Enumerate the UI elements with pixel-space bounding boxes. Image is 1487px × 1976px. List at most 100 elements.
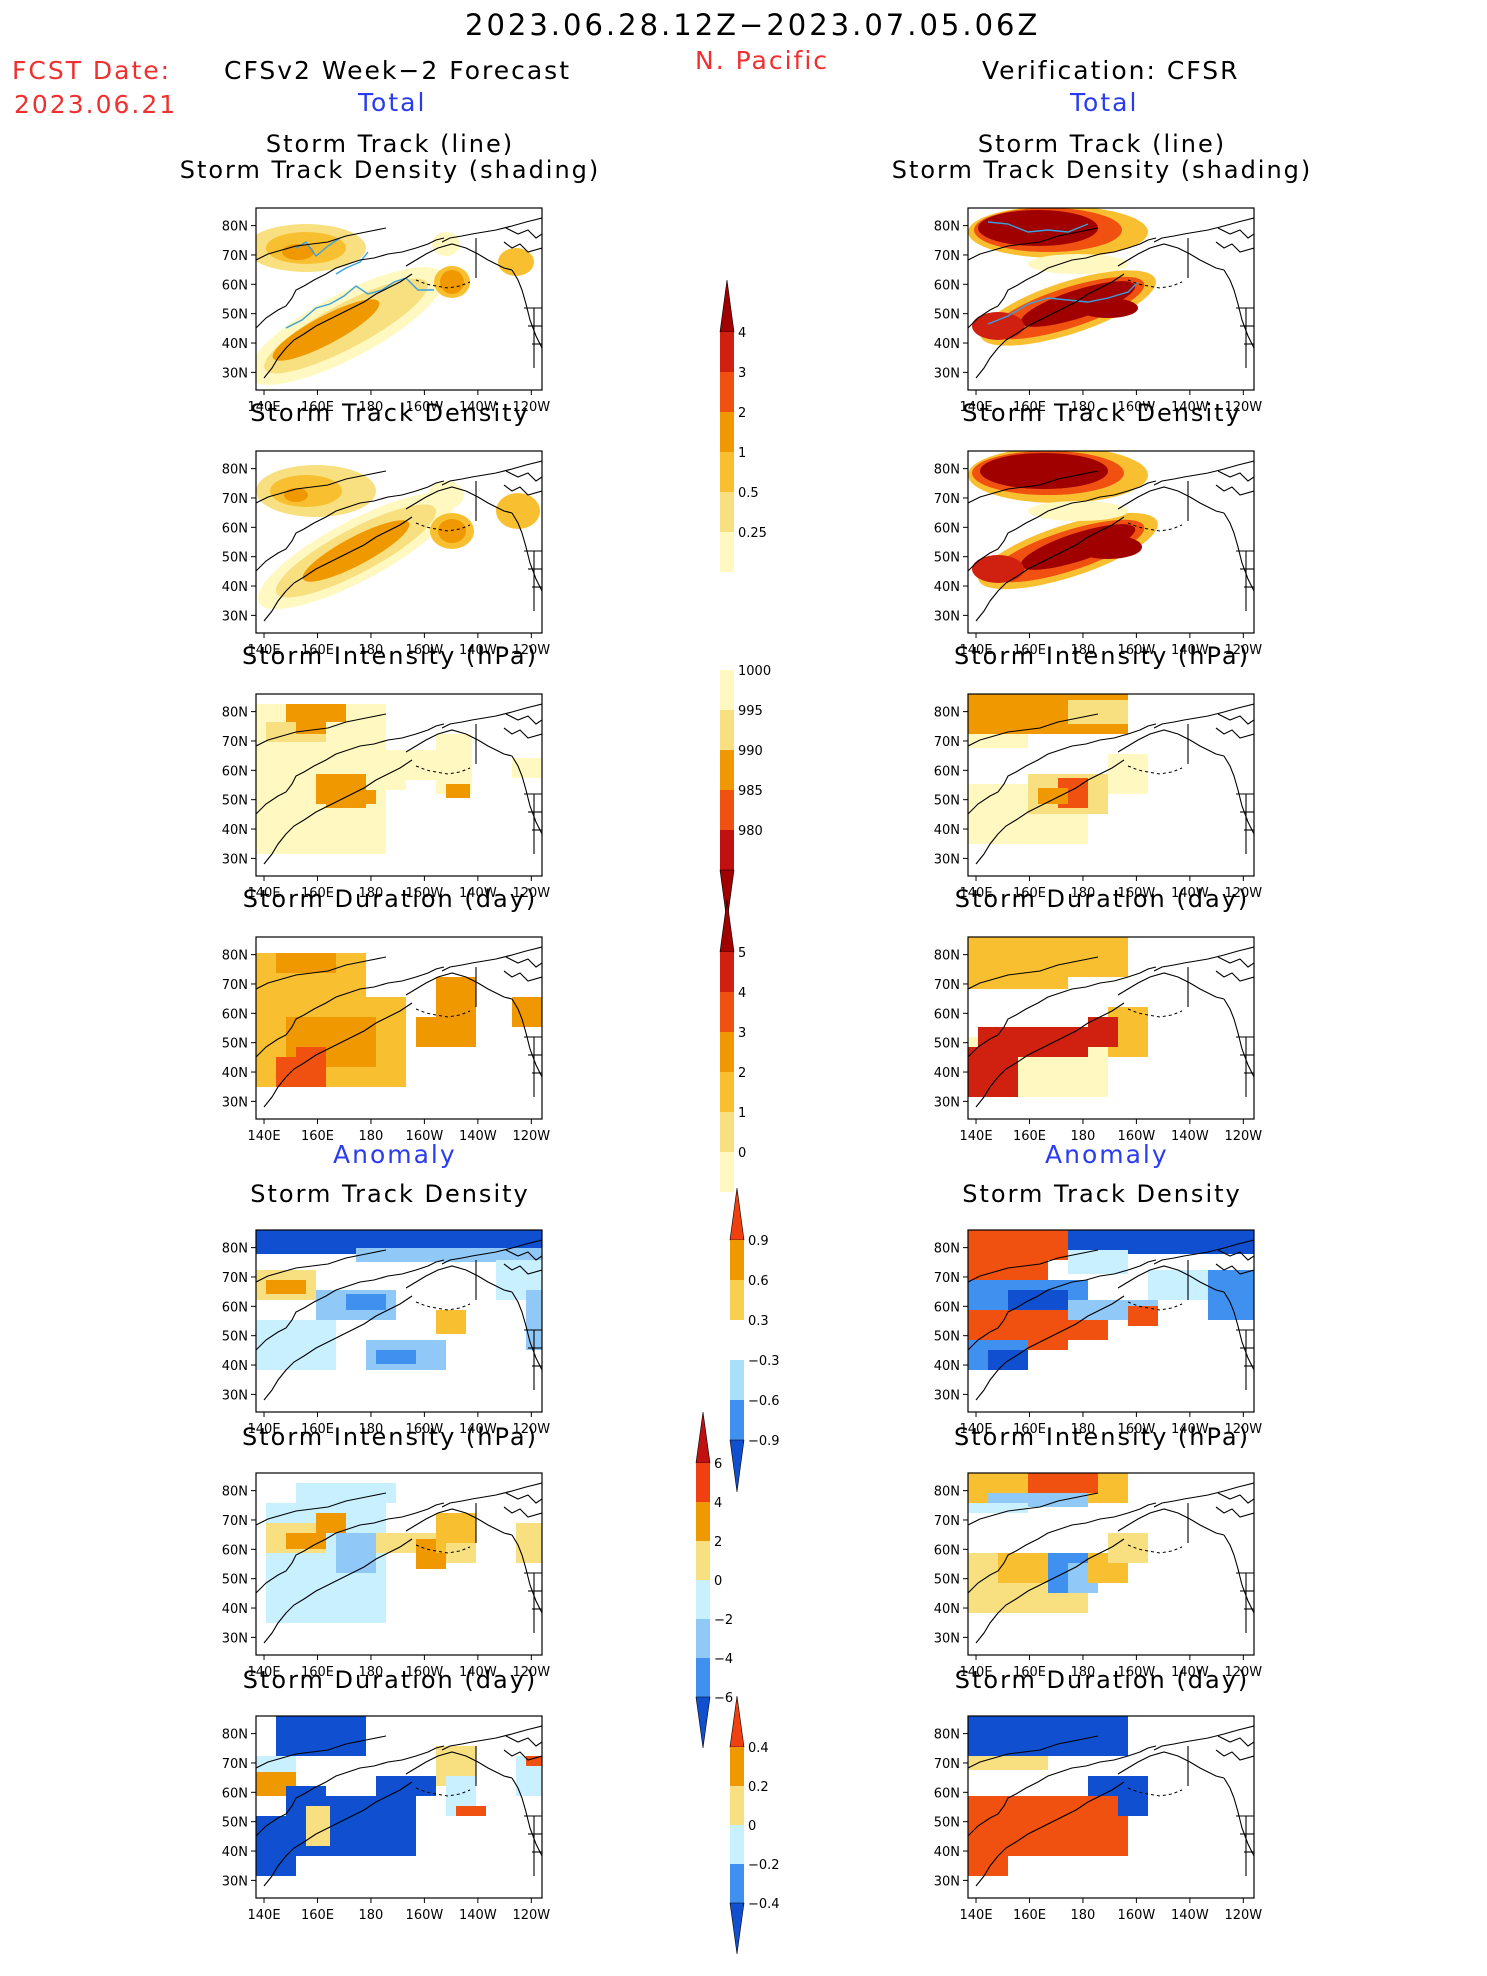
colorbar-swatch <box>730 1320 744 1360</box>
lat-tick-label: 70N <box>934 978 960 993</box>
lon-tick-label: 140E <box>960 1422 993 1437</box>
lon-tick-label: 160E <box>301 886 334 901</box>
lon-tick-label: 180 <box>1071 400 1096 415</box>
lon-tick-label: 180 <box>1071 1422 1096 1437</box>
shading-region <box>432 232 460 256</box>
colorbar-label: 1 <box>738 1106 746 1121</box>
anomaly-label-right: Anomaly <box>1045 1140 1169 1169</box>
colorbar-swatch <box>719 279 735 333</box>
colorbar-label: −0.3 <box>748 1354 780 1369</box>
map-f-track: 140E 160E 180 160W 140W 120W 80N 70N 60N 50N 40N 30… <box>222 207 550 415</box>
lon-tick-label: 180 <box>1071 886 1096 901</box>
lat-tick-label: 50N <box>222 1037 248 1052</box>
lat-tick-label: 30N <box>222 1631 248 1646</box>
grid-cell <box>516 1523 542 1563</box>
colorbar-label: 980 <box>738 824 763 839</box>
lat-tick-label: 40N <box>934 337 960 352</box>
colorbar-swatch <box>696 1502 710 1541</box>
fcst-date-label: FCST Date: <box>12 56 172 85</box>
lon-tick-label: 140E <box>960 1665 993 1680</box>
grid-cell <box>276 1716 366 1756</box>
storm-track-line <box>285 277 434 329</box>
shading-region <box>270 475 342 507</box>
colorbar-swatch <box>730 1280 744 1320</box>
grid-cell <box>316 1513 346 1533</box>
panel-title-duration-left: Storm Duration (day) <box>242 885 538 913</box>
lon-tick-label: 140W <box>459 1908 497 1923</box>
colorbar-label: 0.9 <box>748 1234 769 1249</box>
lat-tick-label: 80N <box>934 1728 960 1743</box>
lon-tick-label: 160E <box>301 1665 334 1680</box>
lat-tick-label: 70N <box>934 1271 960 1286</box>
lon-tick-label: 120W <box>1224 1422 1262 1437</box>
lat-tick-label: 40N <box>934 1066 960 1081</box>
lon-tick-label: 160E <box>301 400 334 415</box>
lat-tick-label: 40N <box>934 580 960 595</box>
map-f-dens: 140E 160E 180 160W 140W 120W 80N 70N 60N 50N 40N 30… <box>222 450 550 658</box>
grid-cell <box>1068 700 1128 724</box>
lon-tick-label: 140E <box>248 1908 281 1923</box>
lon-tick-label: 160W <box>1118 1422 1156 1437</box>
lat-tick-label: 50N <box>222 551 248 566</box>
lat-tick-label: 60N <box>934 1007 960 1022</box>
colorbar-label: 0 <box>738 1146 746 1161</box>
colorbar-label: −0.4 <box>748 1897 780 1912</box>
lon-tick-label: 160E <box>1013 1422 1046 1437</box>
grid-cell <box>526 1290 542 1350</box>
lon-tick-label: 180 <box>359 400 384 415</box>
map-v-dens: 140E 160E 180 160W 140W 120W 80N 70N 60N 50N 40N 30… <box>934 450 1262 658</box>
colorbar-swatch <box>720 952 734 992</box>
lon-tick-label: 160E <box>1013 1908 1046 1923</box>
lon-tick-label: 180 <box>1071 1665 1096 1680</box>
grid-cell <box>968 937 1128 977</box>
lon-tick-label: 180 <box>1071 1908 1096 1923</box>
map-frame <box>255 936 543 1120</box>
lat-tick-label: 30N <box>934 852 960 867</box>
lat-tick-label: 50N <box>222 1330 248 1345</box>
lon-tick-label: 120W <box>1224 1129 1262 1144</box>
colorbar-anomaly-duration: 0.4 0.2 0 −0.2 −0.4 <box>720 1678 810 1976</box>
lon-tick-label: 140E <box>960 1129 993 1144</box>
shading-region <box>302 520 410 582</box>
lat-tick-label: 70N <box>222 735 248 750</box>
lon-tick-label: 120W <box>1224 400 1262 415</box>
lon-tick-label: 140E <box>248 1665 281 1680</box>
colorbar-label: −0.2 <box>748 1858 780 1873</box>
lat-tick-label: 70N <box>222 978 248 993</box>
lon-tick-label: 140W <box>459 643 497 658</box>
grid-cell <box>526 1756 542 1766</box>
colorbar-swatch <box>696 1463 710 1502</box>
lat-tick-label: 80N <box>934 1242 960 1257</box>
lon-tick-label: 140E <box>960 643 993 658</box>
lon-tick-label: 140W <box>459 1665 497 1680</box>
lon-tick-label: 140E <box>248 643 281 658</box>
lat-tick-label: 50N <box>934 794 960 809</box>
grid-cell <box>306 1806 330 1846</box>
grid-cell <box>286 1533 326 1549</box>
lon-tick-label: 140E <box>960 400 993 415</box>
colorbar-label: 985 <box>738 784 763 799</box>
lon-tick-label: 160E <box>301 1422 334 1437</box>
lat-tick-label: 80N <box>222 463 248 478</box>
colorbar-swatch <box>729 1695 745 1748</box>
grid-cell <box>296 720 326 734</box>
region-title: N. Pacific <box>695 46 830 75</box>
colorbar-swatch <box>730 1400 744 1440</box>
grid-cell <box>376 1350 416 1364</box>
colorbar-track-density: 4 3 2 1 0.5 0.25 <box>710 262 800 606</box>
lon-tick-label: 120W <box>1224 1665 1262 1680</box>
lon-tick-label: 140W <box>459 400 497 415</box>
grid-cell <box>286 704 346 722</box>
lon-tick-label: 160W <box>1118 886 1156 901</box>
colorbar-label: 4 <box>738 326 746 341</box>
grid-cell <box>386 750 446 780</box>
colorbar-swatch <box>730 1747 744 1786</box>
panel-title-intensity-left: Storm Intensity (hPa) <box>242 642 538 670</box>
panel-title-density-left: Storm Track Density <box>250 399 530 427</box>
colorbar-label: 4 <box>738 986 746 1001</box>
colorbar-label: −6 <box>714 1691 733 1706</box>
lat-tick-label: 70N <box>222 492 248 507</box>
lat-tick-label: 70N <box>934 249 960 264</box>
colorbar-label: 1 <box>738 446 746 461</box>
colorbar-swatch <box>720 1072 734 1112</box>
